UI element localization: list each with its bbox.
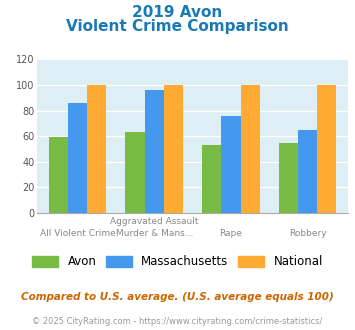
Bar	[279, 143, 298, 213]
Legend: Avon, Massachusetts, National: Avon, Massachusetts, National	[29, 252, 326, 272]
Bar	[68, 103, 87, 213]
Text: Compared to U.S. average. (U.S. average equals 100): Compared to U.S. average. (U.S. average …	[21, 292, 334, 302]
Bar	[298, 130, 317, 213]
Bar	[241, 85, 260, 213]
Text: 2019 Avon: 2019 Avon	[132, 5, 223, 20]
Text: All Violent Crime: All Violent Crime	[40, 229, 115, 238]
Bar	[317, 85, 337, 213]
Bar	[222, 115, 241, 213]
Text: Violent Crime Comparison: Violent Crime Comparison	[66, 19, 289, 34]
Bar	[202, 145, 222, 213]
Text: Rape: Rape	[219, 229, 242, 238]
Bar	[125, 132, 144, 213]
Bar	[164, 85, 183, 213]
Text: © 2025 CityRating.com - https://www.cityrating.com/crime-statistics/: © 2025 CityRating.com - https://www.city…	[32, 317, 323, 326]
Text: Murder & Mans...: Murder & Mans...	[115, 229, 193, 238]
Bar	[144, 90, 164, 213]
Bar	[87, 85, 106, 213]
Text: Aggravated Assault: Aggravated Assault	[110, 217, 198, 226]
Bar	[49, 137, 68, 213]
Text: Robbery: Robbery	[289, 229, 327, 238]
